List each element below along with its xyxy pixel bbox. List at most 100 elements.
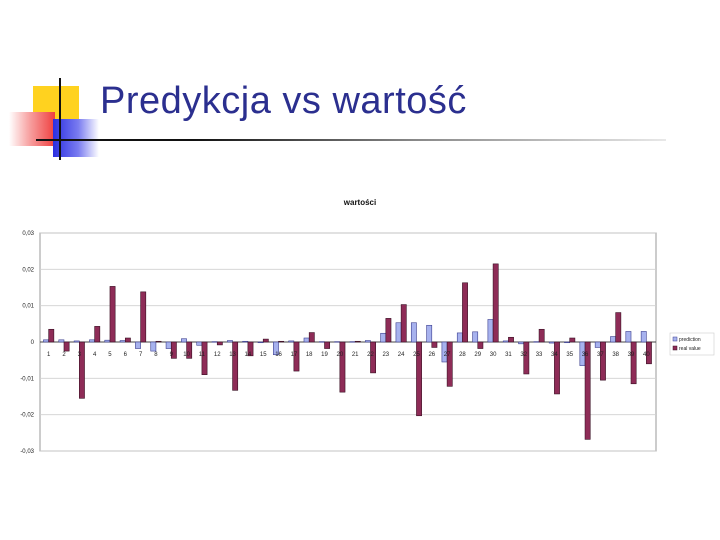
legend-label-prediction: prediction <box>679 337 701 343</box>
x-tick-label: 13 <box>229 352 236 358</box>
bar-real-value <box>446 341 453 387</box>
bar-real-value <box>124 337 131 343</box>
bar-real-value <box>630 341 637 385</box>
bar-prediction <box>456 332 463 343</box>
bar-prediction <box>242 340 249 343</box>
bar-prediction <box>181 338 187 343</box>
x-tick-label: 8 <box>154 352 158 358</box>
bar-prediction <box>472 331 479 343</box>
bar-real-value <box>63 341 70 352</box>
bar-prediction <box>150 341 157 352</box>
x-tick-label: 28 <box>459 352 466 358</box>
bar-prediction <box>135 341 141 349</box>
bar-prediction <box>119 340 126 343</box>
x-tick-label: 1 <box>47 352 51 358</box>
bar-real-value <box>523 341 530 375</box>
bar-prediction <box>319 341 325 343</box>
bar-real-value <box>186 341 193 359</box>
bar-prediction <box>104 339 111 343</box>
x-tick-label: 3 <box>78 352 82 358</box>
bar-real-value <box>508 336 514 343</box>
bar-prediction <box>518 341 525 345</box>
bar-prediction <box>273 341 279 356</box>
bar-prediction <box>349 341 356 343</box>
x-tick-label: 18 <box>306 352 313 358</box>
title-underline <box>36 139 666 141</box>
bar-real-value <box>431 341 438 348</box>
bar-real-value <box>262 338 269 343</box>
bar-prediction <box>395 322 402 343</box>
y-tick-label: 0,03 <box>22 231 34 237</box>
x-tick-label: 16 <box>275 352 282 358</box>
bar-real-value <box>400 304 407 343</box>
bar-real-value <box>462 282 468 343</box>
bar-prediction <box>89 339 95 343</box>
logo-vertical-line <box>59 78 61 160</box>
bar-real-value <box>370 341 376 374</box>
x-tick-label: 20 <box>336 352 343 358</box>
x-tick-label: 32 <box>520 352 527 358</box>
bar-real-value <box>538 328 545 343</box>
bar-prediction <box>257 341 264 344</box>
bar-prediction <box>625 331 632 343</box>
y-tick-label: -0,01 <box>20 376 34 382</box>
x-tick-label: 22 <box>367 352 374 358</box>
x-tick-label: 23 <box>382 352 389 358</box>
bar-real-value <box>308 332 315 343</box>
bar-prediction <box>487 319 494 343</box>
bar-real-value <box>492 263 499 343</box>
bar-real-value <box>247 341 254 357</box>
bar-real-value <box>79 341 85 399</box>
legend-swatch-real-value <box>672 345 678 351</box>
bar-prediction <box>165 341 172 349</box>
x-tick-label: 36 <box>582 352 589 358</box>
bar-real-value <box>385 318 392 343</box>
x-tick-label: 37 <box>597 352 604 358</box>
bar-real-value <box>232 341 239 391</box>
x-tick-label: 12 <box>214 352 221 358</box>
x-tick-label: 4 <box>93 352 97 358</box>
x-tick-label: 29 <box>474 352 481 358</box>
y-tick-label: 0,01 <box>22 304 34 310</box>
bar-real-value <box>354 340 361 343</box>
bar-real-value <box>155 340 162 343</box>
bar-real-value <box>201 341 208 376</box>
y-tick-label: -0,03 <box>20 449 34 455</box>
bar-real-value <box>293 341 300 372</box>
bar-prediction <box>303 337 310 343</box>
x-tick-label: 25 <box>413 352 420 358</box>
x-tick-label: 10 <box>183 352 190 358</box>
bar-real-value <box>109 286 116 343</box>
legend-swatch-prediction <box>672 336 678 342</box>
x-tick-label: 40 <box>643 352 650 358</box>
bar-prediction <box>410 322 417 343</box>
x-tick-label: 19 <box>321 352 328 358</box>
bar-prediction <box>211 341 218 343</box>
bar-prediction <box>334 341 341 343</box>
legend-box <box>669 332 715 356</box>
x-tick-label: 39 <box>628 352 635 358</box>
bar-prediction <box>73 340 80 343</box>
x-tick-label: 11 <box>199 352 206 358</box>
bar-prediction <box>380 332 387 343</box>
bar-real-value <box>584 341 591 440</box>
x-tick-label: 2 <box>62 352 66 358</box>
bar-prediction <box>640 331 647 343</box>
bar-real-value <box>416 341 422 417</box>
x-tick-label: 38 <box>612 352 619 358</box>
bar-real-value <box>477 341 484 349</box>
x-tick-label: 17 <box>291 352 298 358</box>
x-tick-label: 9 <box>170 352 174 358</box>
bar-prediction <box>364 340 371 343</box>
x-tick-label: 31 <box>505 352 512 358</box>
bar-prediction <box>227 340 233 343</box>
bar-real-value <box>569 337 576 343</box>
bar-prediction <box>564 341 571 344</box>
x-tick-label: 27 <box>444 352 451 358</box>
bar-real-value <box>278 340 285 343</box>
bar-prediction <box>426 324 433 343</box>
x-tick-label: 5 <box>108 352 112 358</box>
bar-prediction <box>43 339 49 343</box>
x-tick-label: 21 <box>352 352 359 358</box>
